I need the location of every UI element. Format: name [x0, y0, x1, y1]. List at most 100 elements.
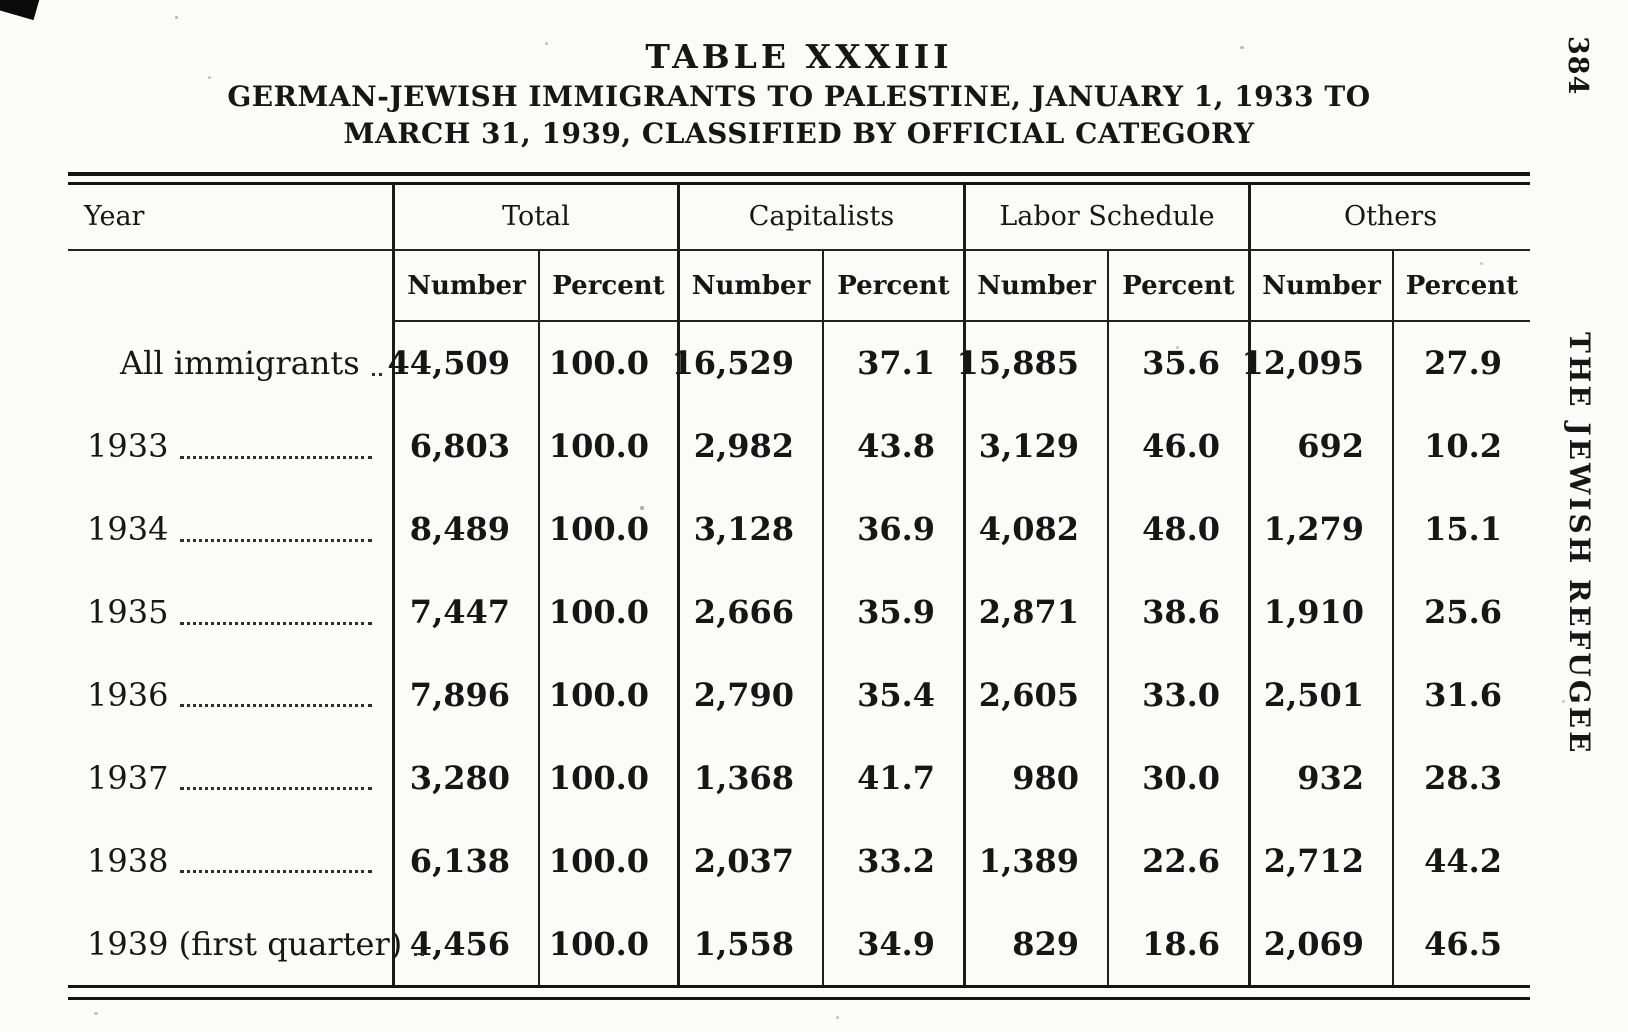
scan-speck — [175, 16, 178, 19]
cell-labor-number: 2,871 — [963, 570, 1107, 654]
cell-capitalists-percent: 34.9 — [822, 902, 963, 985]
row-label: 1935 — [68, 571, 392, 654]
cell-capitalists-percent: 41.7 — [822, 736, 963, 820]
dotted-leader — [180, 870, 372, 874]
scan-speck — [246, 352, 249, 355]
dotted-leader — [414, 953, 425, 957]
scan-speck — [1176, 346, 1179, 349]
cell-labor-percent: 48.0 — [1107, 487, 1248, 571]
row-label-text: 1934 — [87, 510, 169, 549]
cell-others-percent: 44.2 — [1392, 819, 1530, 903]
dotted-leader — [180, 704, 372, 708]
cell-labor-percent: 33.0 — [1107, 653, 1248, 737]
row-label-text: All immigrants — [120, 344, 360, 383]
scan-corner-mark — [0, 0, 41, 21]
scan-speck — [640, 506, 644, 510]
group-header-others: Others — [1248, 183, 1530, 251]
table-number-title: TABLE XXXIII — [645, 37, 953, 76]
cell-labor-percent: 30.0 — [1107, 736, 1248, 820]
cell-capitalists-number: 2,666 — [677, 570, 822, 654]
running-head: THE JEWISH REFUGEE — [1563, 332, 1596, 756]
cell-labor-percent: 35.6 — [1107, 322, 1248, 405]
cell-total-number: 3,280 — [392, 736, 538, 820]
row-label: 1939 (first quarter) — [68, 902, 425, 985]
cell-capitalists-number: 2,982 — [677, 404, 822, 488]
scan-speck — [545, 42, 548, 45]
cell-labor-number: 1,389 — [963, 819, 1107, 903]
row-label: 1938 — [68, 819, 392, 902]
cell-total-number: 8,489 — [392, 487, 538, 571]
cell-others-percent: 27.9 — [1392, 322, 1530, 405]
cell-capitalists-number: 1,558 — [677, 902, 822, 985]
row-label-text: 1938 — [87, 841, 169, 880]
cell-total-percent: 100.0 — [538, 819, 677, 903]
bottom-double-rule-2 — [68, 997, 1530, 1000]
cell-total-number: 6,138 — [392, 819, 538, 903]
cell-total-percent: 100.0 — [538, 570, 677, 654]
cell-total-percent: 100.0 — [538, 736, 677, 820]
cell-others-percent: 46.5 — [1392, 902, 1530, 985]
cell-labor-number: 980 — [963, 736, 1107, 820]
cell-others-percent: 25.6 — [1392, 570, 1530, 654]
dotted-leader — [180, 621, 372, 625]
cell-total-percent: 100.0 — [538, 487, 677, 571]
cell-labor-percent: 22.6 — [1107, 819, 1248, 903]
cell-others-percent: 15.1 — [1392, 487, 1530, 571]
cell-labor-number: 2,605 — [963, 653, 1107, 737]
row-label: 1934 — [68, 488, 392, 571]
row-label-text: 1933 — [87, 427, 169, 466]
dotted-leader — [371, 372, 382, 376]
scan-speck — [1240, 46, 1244, 49]
row-label: 1933 — [68, 405, 392, 488]
scan-speck — [1480, 262, 1483, 265]
cell-capitalists-number: 1,368 — [677, 736, 822, 820]
top-double-rule-1 — [68, 172, 1530, 176]
subheader-labor-percent: Percent — [1107, 251, 1248, 322]
scan-speck — [764, 938, 767, 941]
cell-others-number: 2,501 — [1248, 653, 1392, 737]
scan-speck — [1562, 700, 1565, 703]
table-subtitle-line1: GERMAN-JEWISH IMMIGRANTS TO PALESTINE, J… — [227, 80, 1371, 113]
cell-total-number: 7,447 — [392, 570, 538, 654]
cell-capitalists-percent: 43.8 — [822, 404, 963, 488]
cell-others-number: 692 — [1248, 404, 1392, 488]
cell-others-number: 932 — [1248, 736, 1392, 820]
cell-others-number: 2,069 — [1248, 902, 1392, 985]
group-header-capitalists: Capitalists — [677, 183, 963, 251]
row-label: 1937 — [68, 736, 392, 819]
cell-labor-number: 829 — [963, 902, 1107, 985]
cell-labor-number: 15,885 — [957, 322, 1107, 405]
cell-others-number: 2,712 — [1248, 819, 1392, 903]
table-grid: Year Total Capitalists Labor Schedule Ot… — [68, 183, 1530, 985]
cell-capitalists-percent: 35.4 — [822, 653, 963, 737]
row-label-text: 1936 — [87, 675, 169, 714]
row-label: All immigrants — [68, 322, 392, 405]
bottom-double-rule-1 — [68, 985, 1530, 988]
top-double-rule-2 — [68, 182, 1530, 185]
scan-speck — [208, 76, 211, 79]
scan-speck — [94, 1012, 98, 1015]
cell-capitalists-percent: 35.9 — [822, 570, 963, 654]
dotted-leader — [180, 455, 372, 459]
cell-others-percent: 28.3 — [1392, 736, 1530, 820]
cell-labor-number: 3,129 — [963, 404, 1107, 488]
cell-total-number: 6,803 — [392, 404, 538, 488]
cell-capitalists-number: 16,529 — [672, 322, 822, 405]
cell-labor-percent: 38.6 — [1107, 570, 1248, 654]
group-header-total: Total — [392, 183, 677, 251]
cell-labor-percent: 18.6 — [1107, 902, 1248, 985]
cell-labor-percent: 46.0 — [1107, 404, 1248, 488]
cell-capitalists-number: 2,037 — [677, 819, 822, 903]
row-label-text: 1937 — [87, 758, 169, 797]
cell-capitalists-number: 3,128 — [677, 487, 822, 571]
cell-capitalists-number: 2,790 — [677, 653, 822, 737]
dotted-leader — [180, 538, 372, 542]
cell-total-percent: 100.0 — [538, 653, 677, 737]
subheader-others-percent: Percent — [1392, 251, 1530, 322]
table-subtitle-line2: MARCH 31, 1939, CLASSIFIED BY OFFICIAL C… — [343, 117, 1255, 150]
cell-total-percent: 100.0 — [538, 322, 677, 405]
dotted-leader — [180, 787, 372, 791]
cell-others-number: 1,910 — [1248, 570, 1392, 654]
cell-others-percent: 10.2 — [1392, 404, 1530, 488]
